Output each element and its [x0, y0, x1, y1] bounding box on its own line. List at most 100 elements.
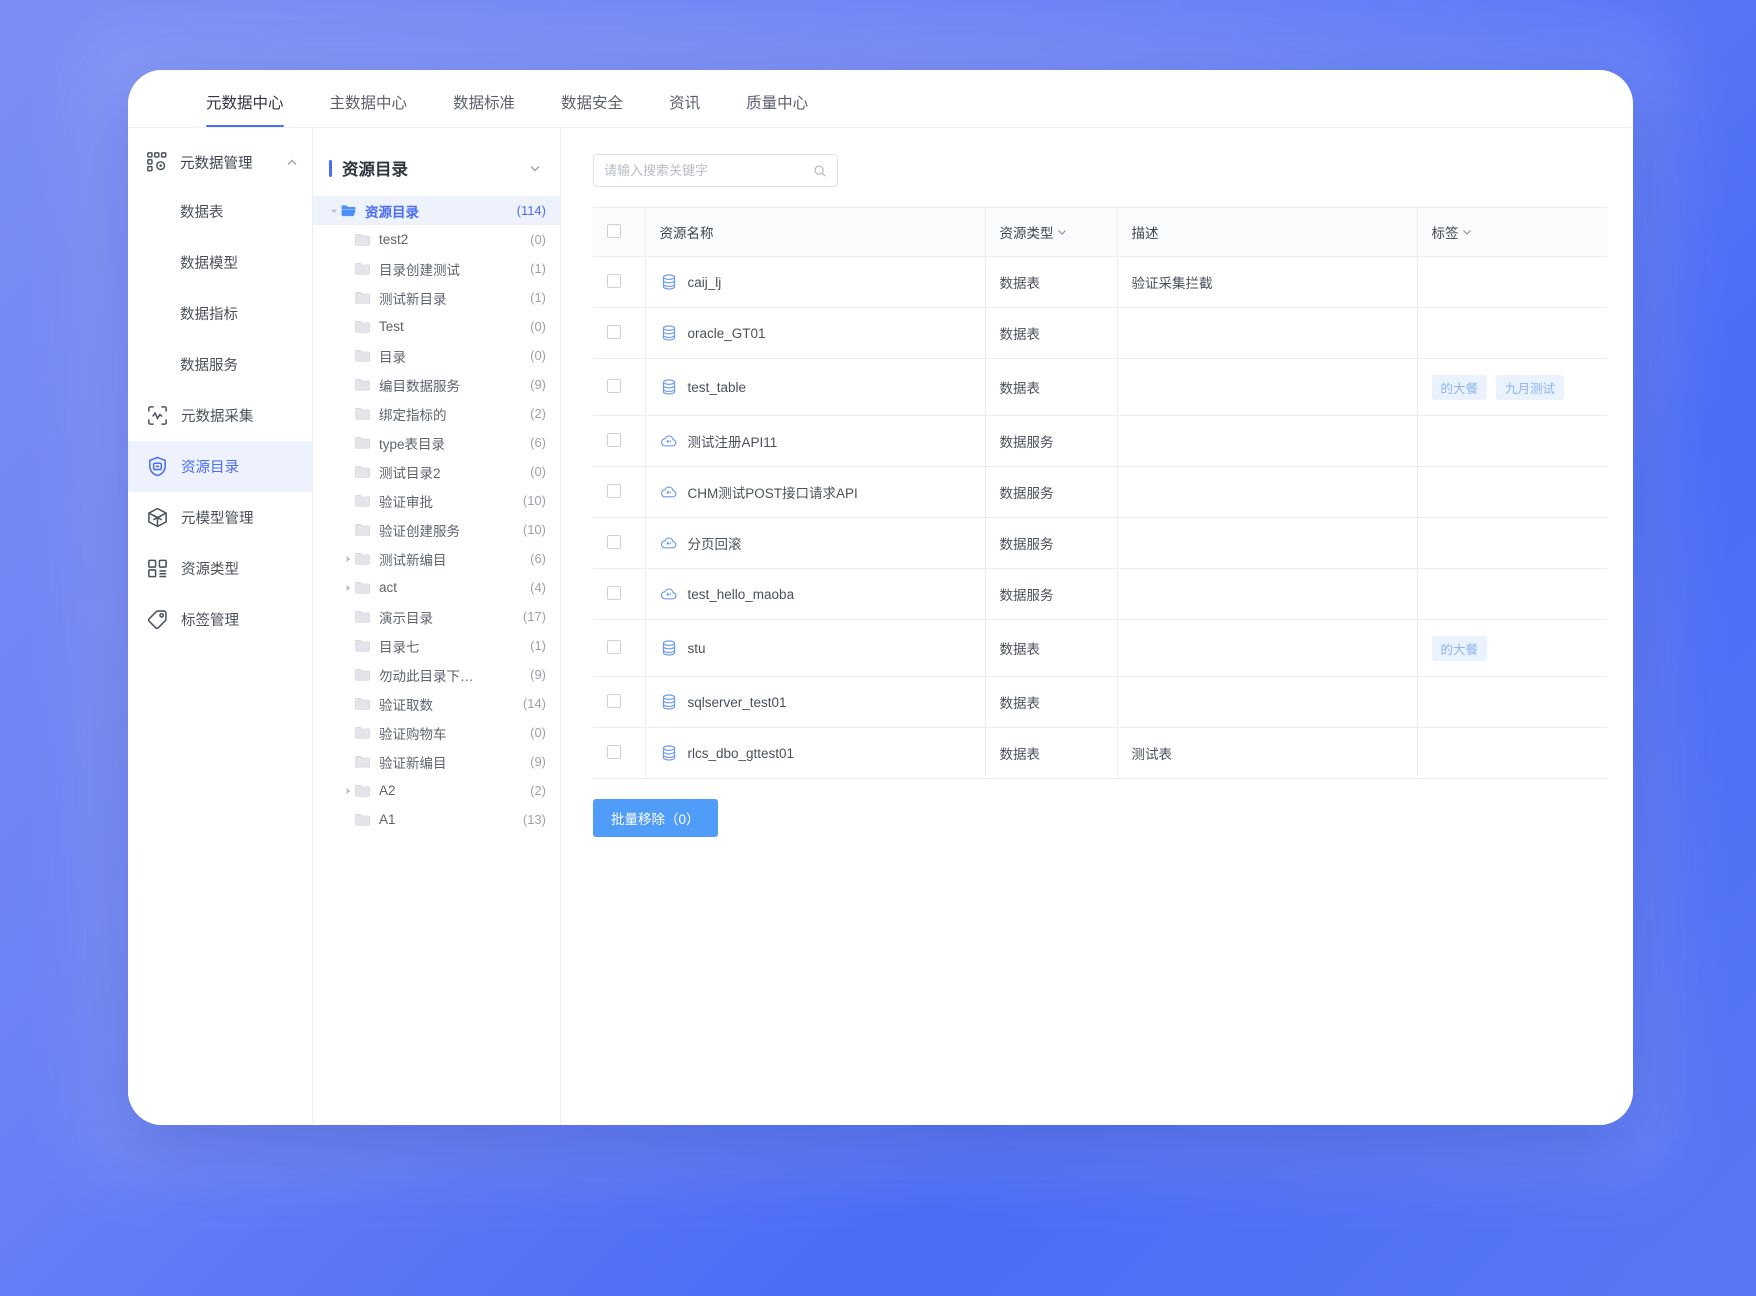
row-checkbox[interactable]: [607, 534, 621, 549]
nav-tab-5[interactable]: 质量中心: [746, 91, 808, 127]
tree-node-count: (9): [530, 754, 546, 769]
table-row[interactable]: oracle_GT01 数据表: [593, 307, 1607, 359]
tree-node-17[interactable]: 验证取数 (14): [313, 689, 560, 718]
th-resource-type[interactable]: 资源类型: [985, 207, 1118, 257]
resource-name-cell: oracle_GT01: [645, 307, 986, 359]
tree-node-label: 资源目录: [365, 204, 419, 220]
tree-node-21[interactable]: A1 (13): [313, 805, 560, 834]
tree-node-12[interactable]: 测试新编目 (6): [313, 544, 560, 573]
sidebar-item-3[interactable]: 资源类型: [128, 543, 312, 594]
tags-cell: [1417, 568, 1607, 620]
description-cell: 测试表: [1117, 727, 1418, 779]
th-tags[interactable]: 标签: [1417, 207, 1607, 257]
caret-right-icon[interactable]: [341, 584, 355, 592]
sidebar-item-2[interactable]: 元模型管理: [128, 492, 312, 543]
row-select-cell: [593, 619, 646, 677]
tree-node-4[interactable]: Test (0): [313, 312, 560, 341]
table-row[interactable]: test_hello_maoba 数据服务: [593, 568, 1607, 620]
tree-node-11[interactable]: 验证创建服务 (10): [313, 515, 560, 544]
tags-cell: [1417, 517, 1607, 569]
sidebar-subitem-1[interactable]: 数据模型: [180, 256, 238, 272]
tree-node-count: (10): [522, 493, 546, 508]
caret-right-icon[interactable]: [341, 555, 355, 563]
database-icon: [660, 693, 678, 711]
tree-node-9[interactable]: 测试目录2 (0): [313, 457, 560, 486]
chevron-down-icon[interactable]: [1462, 225, 1472, 240]
tree-node-20[interactable]: A2 (2): [313, 776, 560, 805]
search-icon[interactable]: [813, 164, 827, 178]
table-row[interactable]: test_table 数据表 的大餐 九月测试: [593, 358, 1607, 416]
nav-tab-1[interactable]: 主数据中心: [330, 91, 408, 127]
tree-node-8[interactable]: type表目录 (6): [313, 428, 560, 457]
description-cell: [1117, 568, 1418, 620]
row-checkbox[interactable]: [607, 378, 621, 393]
caret-right-icon[interactable]: [341, 787, 355, 795]
table-row[interactable]: CHM测试POST接口请求API 数据服务: [593, 466, 1607, 518]
resource-name-cell: stu: [645, 619, 986, 677]
tree-node-1[interactable]: test2 (0): [313, 225, 560, 254]
tree-node-16[interactable]: 勿动此目录下… (9): [313, 660, 560, 689]
table-row[interactable]: 分页回滚 数据服务: [593, 517, 1607, 569]
tree-node-label: 验证审批: [379, 494, 433, 510]
sidebar-item-4[interactable]: 标签管理: [128, 594, 312, 645]
tree-node-label: 绑定指标的: [379, 407, 447, 423]
row-checkbox[interactable]: [607, 744, 621, 759]
row-checkbox[interactable]: [607, 483, 621, 498]
folder-icon: [355, 262, 370, 275]
tree-node-label: A2: [379, 783, 396, 798]
table-row[interactable]: rlcs_dbo_gttest01 数据表 测试表: [593, 727, 1607, 779]
row-checkbox[interactable]: [607, 273, 621, 288]
tree-node-19[interactable]: 验证新编目 (9): [313, 747, 560, 776]
sidebar-item-0[interactable]: 元数据采集: [128, 390, 312, 441]
nav-tab-0[interactable]: 元数据中心: [206, 91, 284, 127]
search-input[interactable]: [604, 163, 813, 178]
tree-node-0[interactable]: 资源目录 (114): [313, 196, 560, 225]
folder-icon: [355, 291, 370, 304]
table-row[interactable]: sqlserver_test01 数据表: [593, 676, 1607, 728]
folder-open-icon: [341, 204, 356, 217]
tree-node-18[interactable]: 验证购物车 (0): [313, 718, 560, 747]
nav-tab-3[interactable]: 数据安全: [561, 91, 623, 127]
database-icon: [660, 639, 678, 657]
row-checkbox[interactable]: [607, 585, 621, 600]
nav-tab-4[interactable]: 资讯: [669, 91, 700, 127]
folder-icon: [355, 755, 370, 768]
sidebar-subitem-2[interactable]: 数据指标: [180, 307, 238, 323]
search-input-wrapper[interactable]: [593, 154, 838, 187]
row-checkbox[interactable]: [607, 432, 621, 447]
tree-node-15[interactable]: 目录七 (1): [313, 631, 560, 660]
folder-icon: [355, 552, 370, 565]
tree-node-10[interactable]: 验证审批 (10): [313, 486, 560, 515]
select-all-checkbox[interactable]: [607, 223, 621, 238]
table-row[interactable]: caij_lj 数据表 验证采集拦截: [593, 256, 1607, 308]
resource-type-cell: 数据表: [985, 256, 1118, 308]
tree-node-14[interactable]: 演示目录 (17): [313, 602, 560, 631]
row-select-cell: [593, 256, 646, 308]
row-checkbox[interactable]: [607, 324, 621, 339]
nav-tab-2[interactable]: 数据标准: [453, 91, 515, 127]
bulk-remove-button[interactable]: 批量移除（0）: [593, 799, 718, 837]
tree-node-3[interactable]: 测试新目录 (1): [313, 283, 560, 312]
row-checkbox[interactable]: [607, 693, 621, 708]
sidebar-subitem-0[interactable]: 数据表: [180, 205, 224, 221]
tree-node-2[interactable]: 目录创建测试 (1): [313, 254, 560, 283]
chevron-down-icon[interactable]: [1057, 225, 1067, 240]
tree-node-count: (13): [522, 812, 546, 827]
chevron-up-icon[interactable]: [286, 156, 298, 168]
table-row[interactable]: 测试注册API11 数据服务: [593, 415, 1607, 467]
sidebar-group-metadata[interactable]: 元数据管理: [128, 138, 312, 186]
tree-node-7[interactable]: 绑定指标的 (2): [313, 399, 560, 428]
search-bar: [593, 154, 1607, 187]
tree-node-6[interactable]: 编目数据服务 (9): [313, 370, 560, 399]
resource-name-label: test_table: [687, 379, 747, 395]
tree-node-5[interactable]: 目录 (0): [313, 341, 560, 370]
sidebar-item-label: 资源目录: [181, 460, 239, 476]
row-checkbox[interactable]: [607, 639, 621, 654]
caret-down-icon[interactable]: [327, 207, 341, 215]
chevron-down-icon[interactable]: [528, 161, 542, 175]
table-row[interactable]: stu 数据表 的大餐: [593, 619, 1607, 677]
sidebar-item-1[interactable]: 资源目录: [128, 441, 312, 492]
sidebar-subitem-3[interactable]: 数据服务: [180, 358, 238, 374]
tree-node-13[interactable]: act (4): [313, 573, 560, 602]
tree-node-label: 目录: [379, 349, 406, 365]
